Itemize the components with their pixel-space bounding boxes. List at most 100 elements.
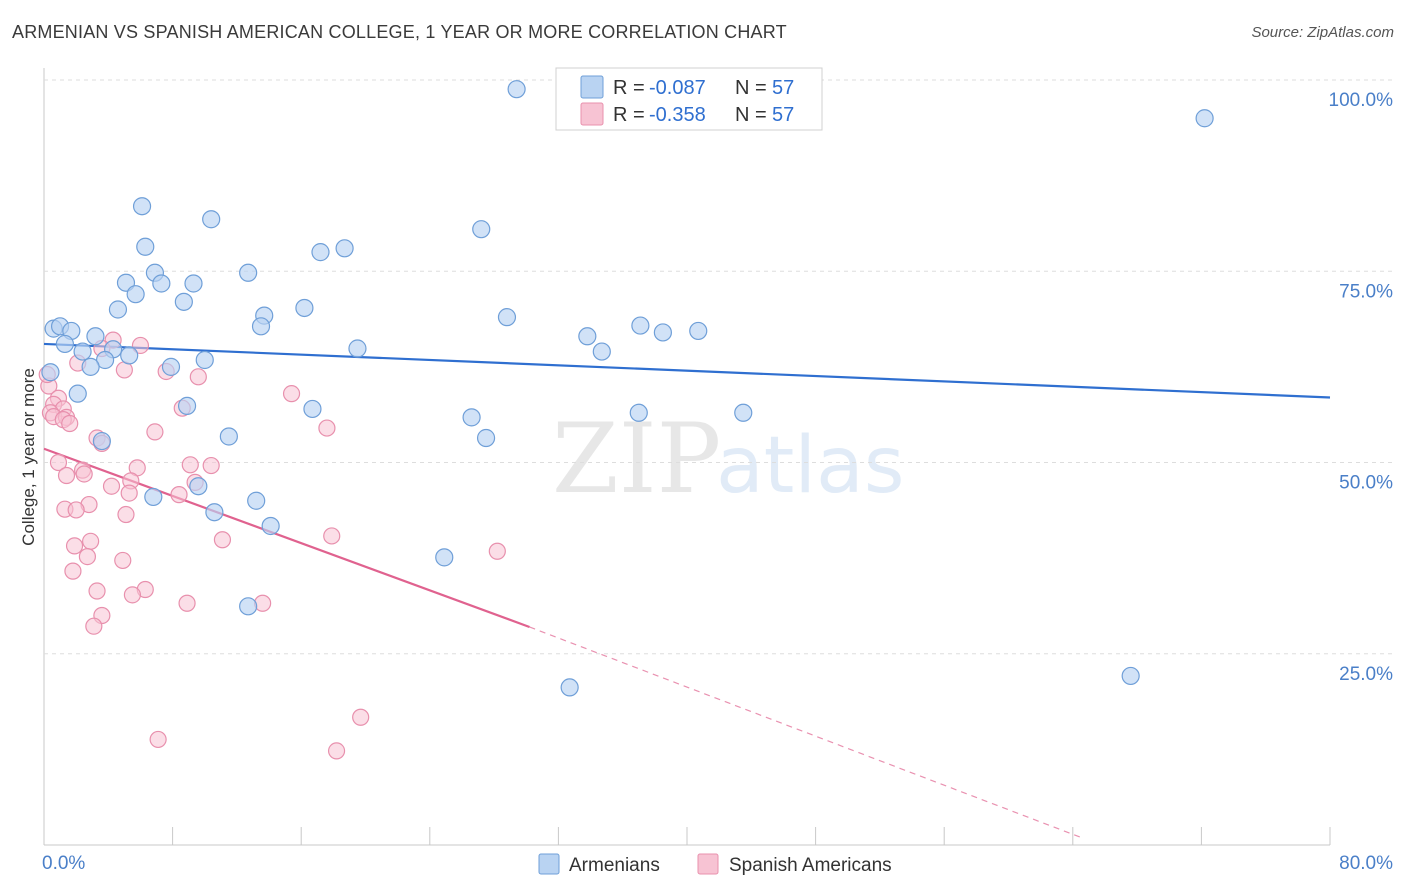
spanish-point bbox=[65, 537, 84, 555]
bottom-legend-label-spanish[interactable]: Spanish Americans bbox=[729, 855, 892, 876]
bottom-legend-swatch-spanish[interactable] bbox=[697, 853, 719, 875]
armenian-point bbox=[311, 243, 330, 262]
armenian-point bbox=[219, 427, 238, 446]
legend-r-value-armenians: -0.087 bbox=[649, 77, 706, 99]
legend-n-value-armenians: 57 bbox=[772, 77, 794, 99]
watermark: ZIP atlas bbox=[552, 403, 905, 515]
spanish-point bbox=[57, 466, 76, 485]
source-label: Source: ZipAtlas.com bbox=[1251, 24, 1394, 41]
spanish-point bbox=[202, 456, 220, 475]
legend-swatch-armenians bbox=[580, 75, 604, 99]
chart-title: ARMENIAN VS SPANISH AMERICAN COLLEGE, 1 … bbox=[12, 22, 787, 42]
armenian-point bbox=[144, 487, 163, 507]
spanish-point bbox=[327, 742, 346, 760]
spanish-point bbox=[114, 551, 132, 570]
armenian-point bbox=[592, 342, 611, 361]
spanish-point bbox=[102, 477, 121, 495]
legend-r-label-armenians: R = bbox=[613, 77, 645, 99]
y-tick-labels: 25.0% 50.0% 75.0% 100.0% bbox=[1329, 90, 1394, 685]
armenian-point bbox=[629, 403, 648, 422]
armenian-point bbox=[68, 384, 87, 403]
spanish-point bbox=[120, 484, 138, 502]
spanish-point bbox=[123, 586, 142, 604]
spanish-point bbox=[75, 465, 93, 483]
spanish-point bbox=[131, 336, 150, 355]
armenian-point bbox=[95, 350, 115, 370]
armenian-point bbox=[303, 399, 322, 419]
armenian-point bbox=[560, 678, 579, 697]
armenian-point bbox=[472, 220, 491, 239]
armenian-point bbox=[631, 316, 650, 335]
spanish-point bbox=[117, 505, 135, 524]
armenian-point bbox=[174, 292, 193, 311]
armenian-point bbox=[476, 428, 496, 448]
armenian-point bbox=[734, 403, 753, 422]
armenian-point bbox=[462, 408, 481, 427]
armenian-point bbox=[189, 477, 208, 496]
spanish-point bbox=[146, 423, 164, 441]
spanish-point bbox=[67, 501, 85, 519]
armenian-point bbox=[653, 323, 672, 342]
y-tick-label: 75.0% bbox=[1339, 281, 1393, 302]
spanish-point bbox=[178, 594, 196, 612]
axes bbox=[43, 68, 1331, 846]
spanish-point bbox=[88, 582, 106, 600]
armenian-point bbox=[1195, 109, 1214, 128]
armenian-point bbox=[348, 339, 367, 358]
armenian-point bbox=[136, 237, 155, 256]
spanish-point bbox=[170, 486, 188, 504]
spanish-point bbox=[61, 414, 79, 433]
armenian-point bbox=[507, 80, 526, 99]
legend-swatch-spanish bbox=[580, 102, 604, 126]
legend-n-value-spanish: 57 bbox=[772, 104, 794, 126]
armenian-point bbox=[195, 350, 214, 370]
legend-n-label-spanish: N = bbox=[735, 104, 767, 126]
armenian-trendline bbox=[43, 342, 1331, 399]
armenian-point bbox=[295, 298, 314, 318]
spanish-point bbox=[323, 527, 341, 545]
spanish-point bbox=[488, 542, 506, 560]
armenian-point bbox=[184, 274, 203, 293]
bottom-legend-label-armenians[interactable]: Armenians bbox=[569, 855, 660, 876]
spanish-point bbox=[149, 730, 167, 749]
armenian-point bbox=[1121, 666, 1140, 686]
armenian-point bbox=[202, 210, 221, 229]
armenian-point bbox=[41, 363, 60, 382]
armenian-point bbox=[152, 274, 171, 293]
spanish-point bbox=[181, 456, 199, 474]
y-tick-label: 25.0% bbox=[1339, 664, 1393, 685]
armenian-point bbox=[177, 396, 197, 415]
spanish-point bbox=[78, 547, 97, 566]
armenian-point bbox=[251, 317, 271, 336]
spanish-points bbox=[38, 331, 506, 760]
spanish-point bbox=[64, 562, 82, 580]
armenian-point bbox=[239, 597, 258, 616]
armenian-point bbox=[120, 346, 139, 365]
spanish-point bbox=[49, 453, 68, 472]
spanish-point bbox=[254, 594, 272, 612]
armenian-point bbox=[86, 327, 105, 346]
armenian-point bbox=[689, 321, 708, 341]
watermark-zip: ZIP bbox=[552, 403, 721, 515]
y-axis-label: College, 1 year or more bbox=[19, 368, 38, 546]
armenian-point bbox=[161, 357, 181, 376]
x-tick-label-min: 0.0% bbox=[42, 853, 85, 874]
legend-r-label-spanish: R = bbox=[613, 104, 645, 126]
armenian-point bbox=[126, 285, 145, 304]
armenian-point bbox=[335, 239, 354, 258]
bottom-legend-swatch-armenians[interactable] bbox=[538, 853, 560, 875]
series-legend: Armenians Spanish Americans bbox=[538, 853, 892, 876]
stats-legend: R = -0.087 N = 57 R = -0.358 N = 57 bbox=[555, 67, 823, 131]
armenian-point bbox=[73, 342, 92, 361]
armenian-point bbox=[239, 263, 258, 282]
armenian-point bbox=[81, 357, 100, 376]
gridlines bbox=[44, 79, 1393, 655]
armenian-point bbox=[435, 548, 454, 567]
spanish-point bbox=[189, 368, 207, 386]
y-tick-label: 50.0% bbox=[1339, 473, 1393, 494]
x-tick-label-max: 80.0% bbox=[1339, 853, 1393, 874]
legend-r-value-spanish: -0.358 bbox=[649, 104, 706, 126]
spanish-point bbox=[85, 617, 103, 635]
y-tick-label: 100.0% bbox=[1329, 90, 1394, 111]
